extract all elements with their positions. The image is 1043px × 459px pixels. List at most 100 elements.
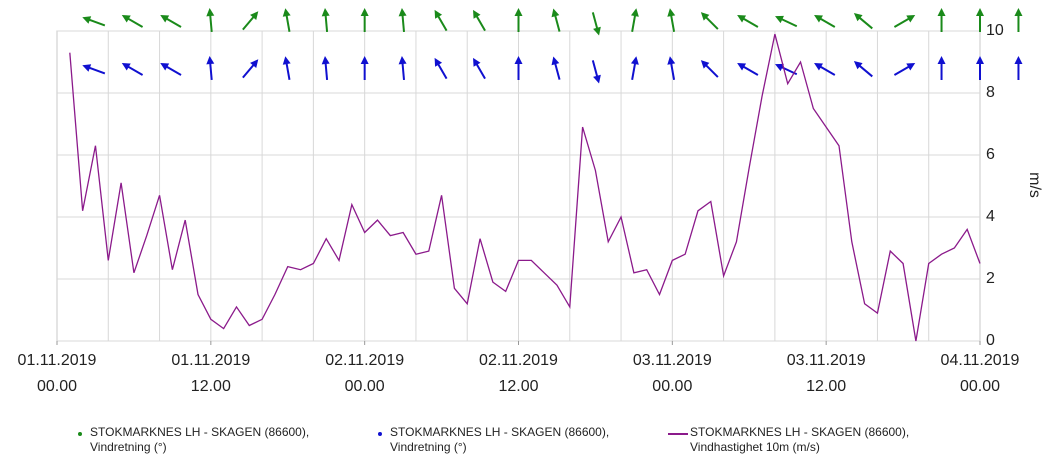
wind-arrow [1014,56,1023,80]
x-tick-label: 02.11.2019 [325,352,404,369]
wind-arrow [893,15,916,28]
arrow-head [121,63,131,71]
wind-arrow [737,15,759,28]
arrow-head [160,63,170,71]
legend-symbol [378,432,382,436]
legend-symbol [668,433,688,435]
wind-arrow [551,8,561,32]
arrow-head [906,15,916,23]
wind-arrow [937,8,946,32]
arrow-head [250,11,259,20]
wind-arrow [206,56,215,81]
wind-arrow [321,8,330,33]
arrow-head [473,57,481,67]
arrow-head [398,56,407,65]
wind-arrow [775,15,798,28]
arrow-head [360,8,369,16]
wind-arrow [814,63,836,76]
legend-entry: STOKMARKNES LH - SKAGEN (86600), Vindret… [78,425,345,455]
arrow-head [551,56,560,66]
wind-arrow [360,56,369,80]
arrow-head [160,15,170,23]
wind-arrow [160,15,182,28]
wind-arrow [82,64,106,75]
legend-entry: STOKMARKNES LH - SKAGEN (86600), Vindhas… [668,425,945,455]
arrow-head [82,16,92,24]
speed-line [69,33,981,342]
arrow-head [737,63,747,71]
wind-arrow [398,8,407,33]
y-tick-label: 2 [986,270,995,287]
wind-arrow [473,57,486,80]
wind-arrow [630,8,639,33]
arrow-head [473,9,481,19]
arrow-head [434,57,443,67]
legend-label: STOKMARKNES LH - SKAGEN (86600), Vindret… [90,425,310,454]
legend-label: STOKMARKNES LH - SKAGEN (86600), Vindret… [390,425,610,454]
wind-arrow [121,63,144,76]
wind-arrow [514,8,523,32]
arrow-head [814,63,823,71]
wind-arrow [121,15,144,28]
arrow-head [282,56,291,65]
arrow-head [976,56,984,64]
arrow-head [775,63,784,72]
x-tick-label: 00.00 [37,378,77,395]
x-tick-label: 04.11.2019 [941,352,1020,369]
wind-arrow [434,9,448,32]
arrow-head [853,13,863,22]
y-tick-label: 10 [986,22,1004,39]
arrow-head [121,15,131,23]
legend-label: STOKMARKNES LH - SKAGEN (86600), Vindhas… [690,425,910,454]
wind-arrow [667,8,676,33]
x-tick-label: 00.00 [345,378,385,395]
arrow-head [667,56,676,65]
wind-arrow [242,11,259,31]
arrow-head [321,56,330,65]
legend: STOKMARKNES LH - SKAGEN (86600), Vindret… [0,425,1043,459]
y-tick-label: 8 [986,84,995,101]
arrow-head [321,8,330,17]
wind-arrow [551,56,561,80]
wind-arrow [976,8,984,32]
y-tick-label: 0 [986,332,995,349]
arrow-head [206,8,215,17]
arrow-head [593,74,601,84]
legend-dot [78,432,82,436]
wind-arrow [667,56,676,81]
arrow-head [737,15,747,23]
wind-arrow [700,60,719,78]
x-tick-label: 02.11.2019 [479,352,558,369]
arrow-head [775,15,784,24]
arrow-head [667,8,676,17]
wind-arrow [853,13,873,30]
x-tick-label: 01.11.2019 [18,352,97,369]
y-tick-label: 4 [986,208,995,225]
y-axis-label: m/s [1026,172,1043,198]
wind-arrow [282,56,291,81]
wind-arrow [700,12,719,30]
chart: m/s 0 2 4 6 8 10 01.11.2019 00.00 01.11.2019 12.0… [18,8,1043,395]
wind-arrow [976,56,984,80]
wind-arrow [514,56,523,80]
wind-arrow [893,63,916,76]
wind-arrow [282,8,291,33]
wind-arrow [398,56,407,81]
arrow-head [360,56,369,64]
arrow-head [398,8,407,17]
wind-arrow [82,16,106,27]
arrow-head [937,56,946,64]
x-tick-label: 03.11.2019 [633,352,712,369]
x-tick-label: 00.00 [652,378,692,395]
wind-arrow [434,57,448,80]
x-tick-label: 12.00 [498,378,538,395]
x-tick-label: 01.11.2019 [171,352,250,369]
arrow-head [593,26,601,36]
x-tick-label: 12.00 [191,378,231,395]
wind-arrow [360,8,369,32]
arrow-head [282,8,291,17]
wind-arrow [937,56,946,80]
legend-entry: STOKMARKNES LH - SKAGEN (86600), Vindret… [378,425,645,455]
wind-arrow [473,9,486,32]
